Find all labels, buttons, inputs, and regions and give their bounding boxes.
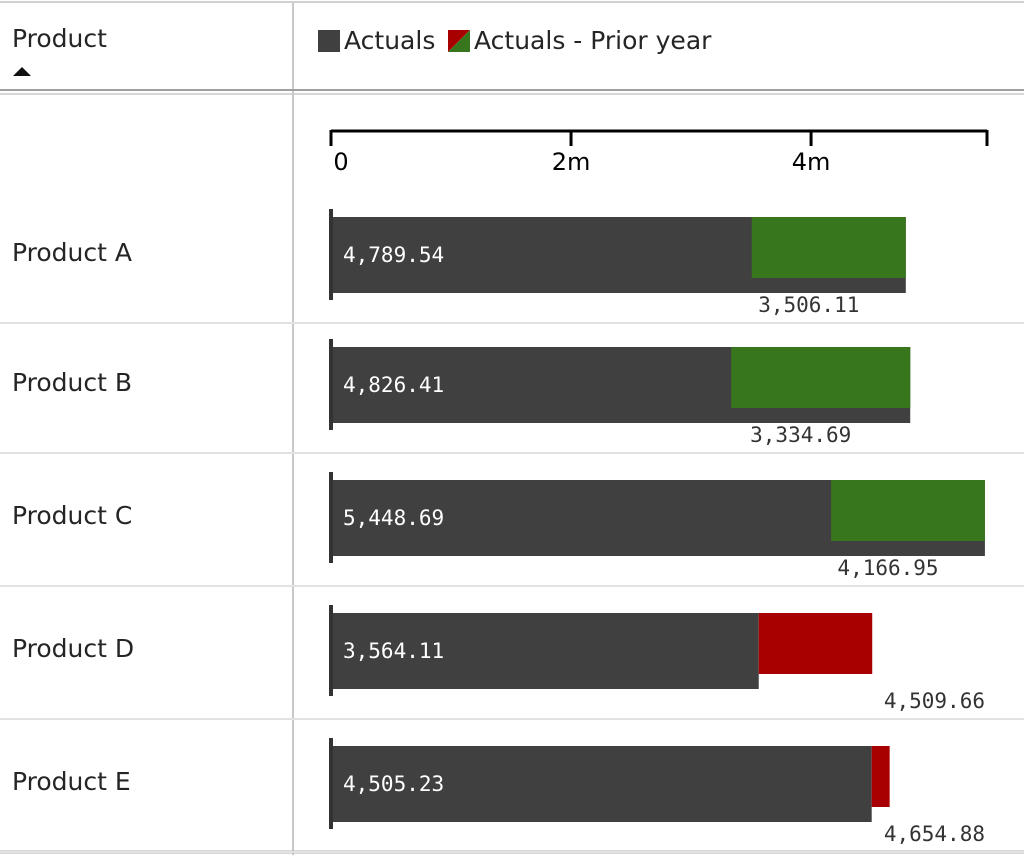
actual-label: 4,826.41 [343, 373, 444, 397]
legend-swatch [318, 30, 340, 52]
x-tick-label: 0 [333, 148, 348, 176]
row-label: Product C [12, 501, 132, 530]
legend-label[interactable]: Actuals [344, 26, 435, 55]
column-header[interactable]: Product [12, 24, 107, 53]
variance-bar [758, 613, 873, 674]
row-label: Product D [12, 634, 134, 663]
variance-bar [831, 480, 985, 541]
prior-label: 4,166.95 [837, 556, 938, 580]
actual-label: 4,789.54 [343, 243, 444, 267]
row-label: Product B [12, 368, 132, 397]
row-label: Product A [12, 238, 132, 267]
prior-label: 4,509.66 [884, 689, 985, 713]
actual-bar [331, 746, 872, 822]
prior-label: 3,334.69 [750, 423, 851, 447]
actual-label: 5,448.69 [343, 506, 444, 530]
x-tick-label: 2m [552, 148, 591, 176]
variance-bar [751, 217, 906, 278]
prior-label: 3,506.11 [758, 293, 859, 317]
actual-label: 4,505.23 [343, 772, 444, 796]
variance-bar [731, 347, 911, 408]
actual-label: 3,564.11 [343, 639, 444, 663]
actual-bar [331, 613, 759, 689]
prior-label: 4,654.88 [884, 822, 985, 846]
legend-label[interactable]: Actuals - Prior year [474, 26, 712, 55]
variance-bar [871, 746, 890, 807]
row-label: Product E [12, 767, 131, 796]
sort-arrow[interactable] [13, 67, 31, 76]
x-tick-label: 4m [792, 148, 831, 176]
legend-swatch-better [448, 30, 470, 52]
